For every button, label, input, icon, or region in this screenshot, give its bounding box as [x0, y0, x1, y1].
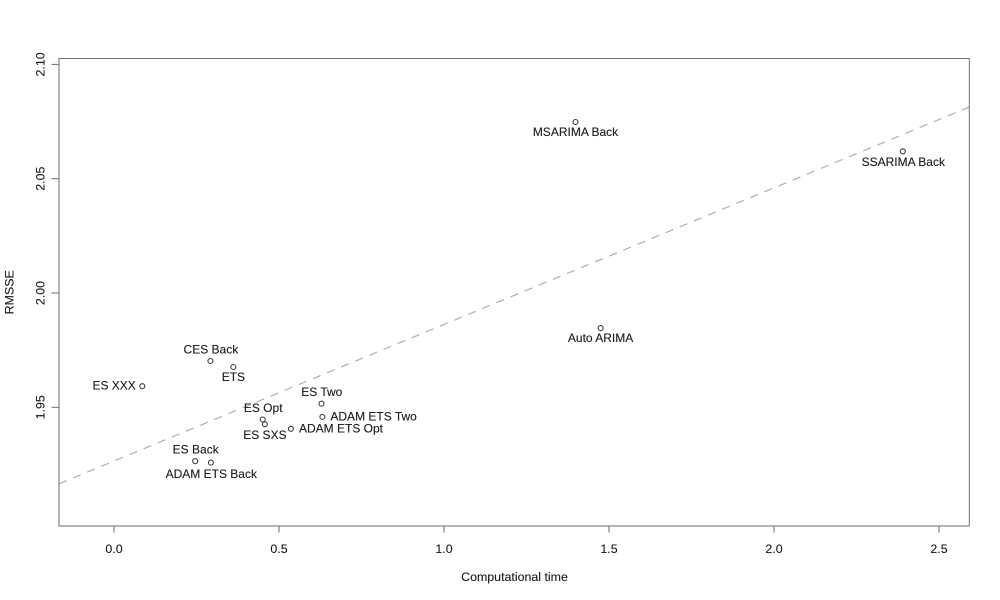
svg-text:Auto ARIMA: Auto ARIMA	[568, 331, 633, 345]
svg-text:2.05: 2.05	[33, 167, 47, 191]
svg-text:ADAM ETS Back: ADAM ETS Back	[166, 467, 258, 481]
svg-text:2.10: 2.10	[33, 52, 47, 76]
svg-text:1.5: 1.5	[600, 542, 617, 556]
svg-text:0.5: 0.5	[270, 542, 287, 556]
svg-text:2.00: 2.00	[33, 281, 47, 305]
svg-text:RMSSE: RMSSE	[3, 270, 17, 314]
svg-text:ES Opt: ES Opt	[244, 401, 283, 415]
svg-text:ETS: ETS	[222, 370, 245, 384]
svg-text:ADAM ETS Two: ADAM ETS Two	[330, 409, 417, 423]
svg-text:0.0: 0.0	[105, 542, 122, 556]
svg-text:1.0: 1.0	[435, 542, 452, 556]
svg-text:1.95: 1.95	[33, 395, 47, 419]
svg-text:ES SXS: ES SXS	[243, 428, 286, 442]
svg-text:SSARIMA Back: SSARIMA Back	[862, 155, 946, 169]
svg-text:Computational time: Computational time	[461, 570, 568, 584]
svg-text:2.5: 2.5	[930, 542, 947, 556]
svg-text:MSARIMA Back: MSARIMA Back	[533, 125, 619, 139]
svg-text:ES XXX: ES XXX	[92, 379, 135, 393]
svg-text:2.0: 2.0	[765, 542, 782, 556]
svg-text:ES Two: ES Two	[301, 385, 342, 399]
svg-text:ES Back: ES Back	[173, 443, 220, 457]
svg-text:ADAM ETS Opt: ADAM ETS Opt	[299, 421, 384, 435]
svg-text:CES Back: CES Back	[184, 342, 240, 356]
